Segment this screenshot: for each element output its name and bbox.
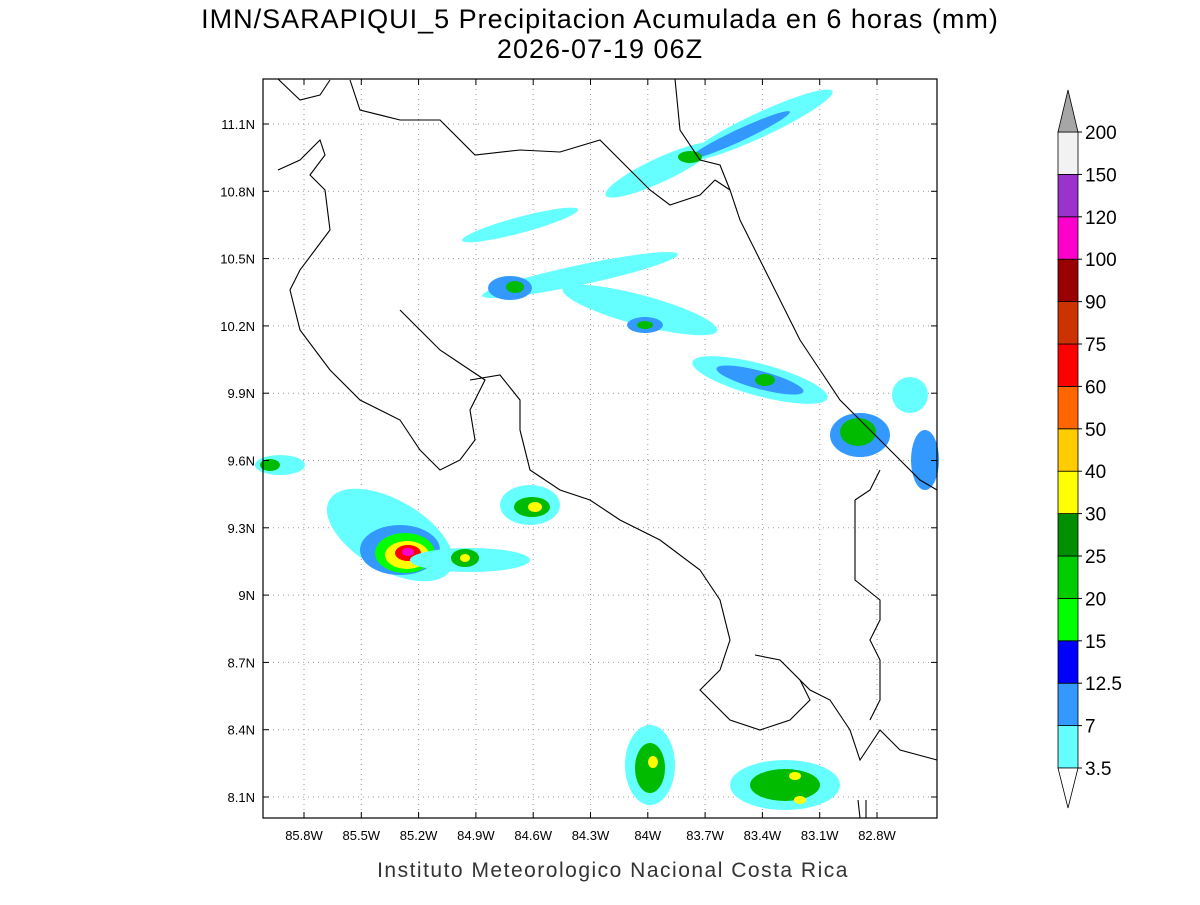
lon-label: 84W — [634, 828, 661, 843]
colorbar-box — [1057, 258, 1079, 303]
lat-label: 9.3N — [228, 521, 255, 536]
lat-label: 10.8N — [220, 184, 255, 199]
colorbar-label: 120 — [1085, 208, 1117, 229]
lon-label: 84.6W — [514, 828, 552, 843]
colorbar-label: 100 — [1085, 250, 1117, 271]
lon-label: 83.4W — [744, 828, 782, 843]
colorbar-label: 15 — [1085, 632, 1106, 653]
lon-label: 85.5W — [343, 828, 381, 843]
lat-label: 8.4N — [228, 723, 255, 738]
colorbar-box — [1057, 640, 1079, 684]
colorbar-over — [1057, 89, 1079, 133]
colorbar-box — [1057, 428, 1079, 472]
colorbar-box — [1057, 173, 1079, 218]
plot-area — [263, 79, 937, 818]
lat-label: 9.9N — [228, 386, 255, 401]
colorbar: 3.5 7 12.5 15 20 25 30 40 50 60 75 90 100 120 150 200 — [1057, 89, 1122, 809]
lon-label: 83.7W — [686, 828, 724, 843]
footer: Instituto Meteorologico Nacional Costa R… — [377, 859, 849, 882]
colorbar-label: 12.5 — [1085, 674, 1122, 695]
colorbar-label: 30 — [1085, 505, 1106, 526]
map-plot: 11.1N 10.8N 10.5N 10.2N 9.9N 9.6N 9.3N 9N 8.7N 8.… — [220, 78, 939, 843]
lon-label: 83.1W — [801, 828, 839, 843]
lat-label: 9N — [238, 588, 255, 603]
lat-label: 8.1N — [228, 790, 255, 805]
lat-label: 10.5N — [220, 252, 255, 267]
colorbar-label: 60 — [1085, 377, 1106, 398]
colorbar-box — [1057, 725, 1079, 769]
lat-label: 9.6N — [228, 454, 255, 469]
colorbar-label: 150 — [1085, 165, 1117, 186]
lon-label: 82.8W — [858, 828, 896, 843]
colorbar-label: 50 — [1085, 420, 1106, 441]
colorbar-under — [1057, 767, 1079, 809]
lat-label: 11.1N — [221, 117, 255, 132]
lon-label: 84.9W — [457, 828, 495, 843]
precip-field — [255, 89, 939, 810]
coastlines — [277, 78, 938, 819]
colorbar-box — [1057, 682, 1079, 727]
colorbar-label: 3.5 — [1085, 759, 1111, 780]
colorbar-label: 20 — [1085, 589, 1106, 610]
colorbar-box — [1057, 598, 1079, 642]
colorbar-box — [1057, 131, 1079, 175]
lat-label: 8.7N — [228, 655, 255, 670]
colorbar-label: 200 — [1085, 123, 1117, 144]
colorbar-box — [1057, 470, 1079, 515]
lon-label: 85.2W — [400, 828, 438, 843]
colorbar-label: 7 — [1085, 717, 1096, 738]
colorbar-box — [1057, 343, 1079, 387]
colorbar-box — [1057, 513, 1079, 557]
colorbar-label: 75 — [1085, 335, 1106, 356]
title: IMN/SARAPIQUI_5 Precipitacion Acumulada … — [201, 4, 999, 34]
colorbar-label: 25 — [1085, 547, 1106, 568]
plot-frame — [262, 78, 938, 819]
lon-label: 85.8W — [285, 828, 323, 843]
colorbar-box — [1057, 216, 1079, 260]
colorbar-label: 40 — [1085, 462, 1106, 483]
colorbar-box — [1057, 385, 1079, 430]
lon-label: 84.3W — [572, 828, 610, 843]
colorbar-box — [1057, 555, 1079, 599]
lat-label: 10.2N — [220, 319, 255, 334]
axis-ticks: 11.1N 10.8N 10.5N 10.2N 9.9N 9.6N 9.3N 9N 8.7N 8.… — [220, 79, 937, 843]
subtitle: 2026-07-19 06Z — [497, 34, 703, 64]
colorbar-label: 90 — [1085, 293, 1106, 314]
colorbar-box — [1057, 301, 1079, 345]
